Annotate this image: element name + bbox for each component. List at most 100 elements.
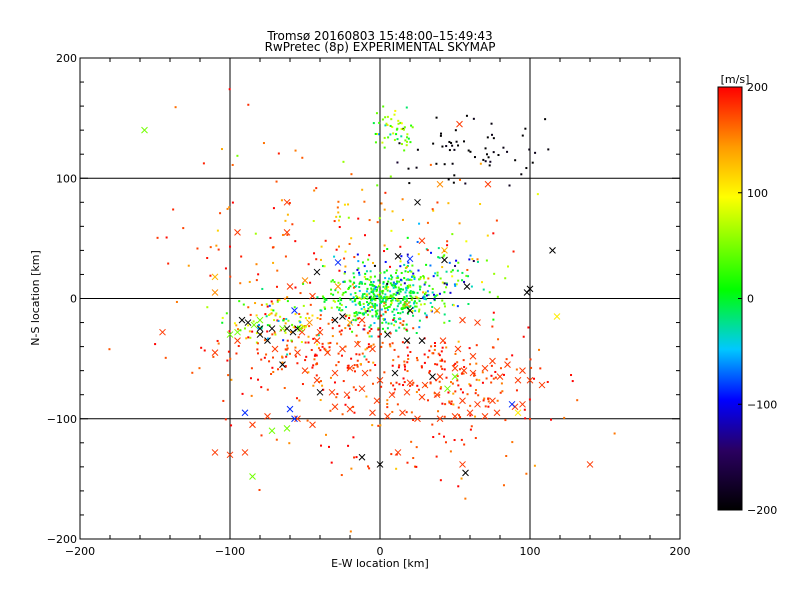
data-point-dot (380, 202, 383, 205)
data-point-dot (203, 349, 206, 352)
data-point-dot (515, 368, 518, 371)
data-point-dot (359, 362, 362, 365)
data-point-dot (448, 261, 451, 264)
data-point-dot (389, 265, 392, 268)
data-point-dot (324, 348, 327, 351)
data-point-dot (220, 148, 223, 151)
data-point-cross-stroke (433, 391, 441, 399)
data-point-dot (262, 142, 265, 145)
data-point-dot (333, 220, 336, 223)
data-point-dot (283, 386, 286, 389)
data-point-dot (394, 283, 397, 286)
data-point-dot (365, 358, 368, 361)
data-point-dot (413, 276, 416, 279)
data-point-dot (482, 399, 485, 402)
data-point-dot (298, 399, 301, 402)
data-point-dot (370, 291, 373, 294)
data-point-dot (409, 350, 412, 353)
data-point-dot (315, 374, 318, 377)
data-point-cross (159, 328, 166, 336)
data-point-dot (338, 324, 341, 327)
data-point-cross (289, 328, 297, 336)
data-point-dot (399, 300, 402, 303)
data-point-dot (402, 377, 405, 380)
data-point-dot (285, 355, 288, 358)
data-point-cross-stroke (316, 328, 324, 336)
data-point-dot (376, 184, 379, 187)
data-point-cross (369, 345, 376, 353)
data-point-cross (444, 385, 451, 393)
data-point-cross (459, 461, 466, 468)
data-point-cross (469, 352, 477, 360)
data-point-dot (476, 260, 479, 263)
data-point-dot (443, 321, 446, 324)
data-point-cross (264, 412, 271, 420)
data-point-dot (431, 423, 434, 426)
y-tick-label: −200 (47, 533, 77, 546)
data-point-dot (418, 319, 421, 322)
data-point-dot (441, 266, 444, 269)
data-point-dot (403, 149, 406, 152)
data-point-dot (284, 348, 287, 351)
data-point-dot (333, 255, 336, 258)
data-point-dot (420, 365, 423, 368)
data-point-dot (414, 305, 417, 308)
data-point-cross (399, 409, 406, 417)
data-point-dot (247, 103, 250, 106)
data-point-dot (487, 400, 490, 403)
data-point-dot (357, 267, 360, 270)
data-point-dot (320, 245, 323, 248)
data-point-dot (260, 303, 263, 306)
data-point-dot (436, 274, 439, 277)
data-point-cross-stroke (354, 340, 361, 348)
data-point-dot (321, 265, 324, 268)
data-point-dot (379, 271, 382, 274)
data-point-cross (331, 369, 339, 377)
data-point-dot (496, 399, 499, 402)
data-point-dot (481, 371, 484, 374)
data-point-dot (340, 333, 343, 336)
data-point-dot (286, 213, 289, 216)
data-point-dot (399, 290, 402, 293)
data-point-dot (324, 307, 327, 310)
data-point-dot (387, 136, 390, 139)
data-point-dot (392, 359, 395, 362)
data-point-dot (508, 184, 511, 187)
data-point-dot (381, 300, 384, 303)
data-point-cross-stroke (264, 337, 271, 344)
data-point-dot (424, 291, 427, 294)
data-point-dot (274, 314, 277, 317)
data-point-dot (544, 118, 547, 121)
data-point-dot (367, 313, 370, 316)
data-point-dot (400, 307, 403, 310)
data-point-dot (418, 308, 421, 311)
data-point-dot (479, 162, 482, 165)
data-point-dot (381, 289, 384, 292)
data-point-dot (402, 298, 405, 301)
data-point-dot (247, 336, 250, 339)
data-point-cross-stroke (369, 409, 376, 417)
data-point-dot (324, 239, 327, 242)
data-point-dot (350, 467, 353, 470)
data-point-dot (336, 392, 339, 395)
data-point-dot (441, 299, 444, 302)
data-point-cross-stroke (264, 412, 271, 420)
data-point-dot (353, 456, 356, 459)
data-point-dot (302, 282, 305, 285)
data-point-dot (364, 348, 367, 351)
data-point-dot (254, 232, 257, 235)
data-point-cross-stroke (384, 331, 391, 338)
data-point-cross (328, 388, 336, 396)
data-point-dot (415, 305, 418, 308)
data-point-dot (235, 324, 238, 327)
data-point-cross (414, 198, 421, 206)
data-point-dot (422, 275, 425, 278)
data-point-cross-stroke (444, 385, 451, 393)
data-point-cross (376, 376, 384, 384)
data-point-dot (367, 302, 370, 305)
data-point-dot (412, 418, 415, 421)
data-point-dot (294, 313, 297, 316)
data-point-dot (368, 330, 371, 333)
data-point-dot (443, 313, 446, 316)
chart-title: Tromsø 20160803 15:48:00–15:49:43 (266, 29, 492, 43)
